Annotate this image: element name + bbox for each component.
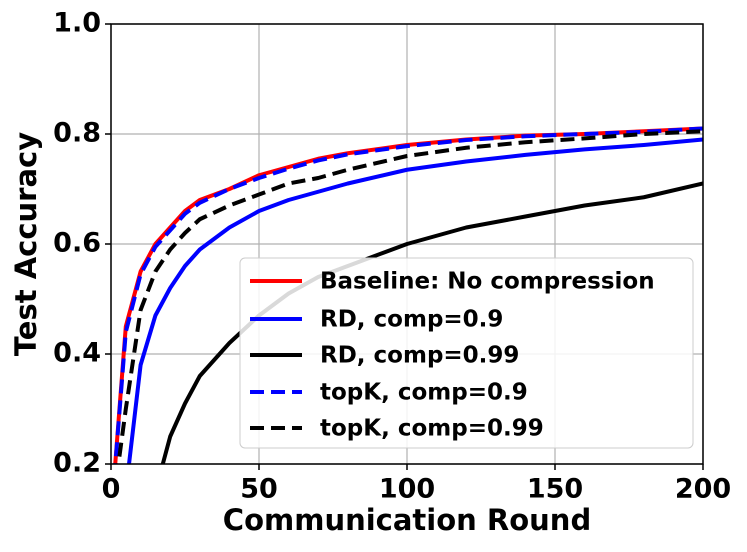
y-axis-label: Test Accuracy [9,132,43,356]
x-tick-label: 200 [675,474,731,505]
series-line [113,126,703,464]
y-tick-label: 0.2 [53,448,101,479]
x-tick-label: 0 [102,474,121,505]
legend-label: Baseline: No compression [320,269,655,295]
y-tick-label: 0.4 [53,338,101,369]
x-axis-label: Communication Round [223,503,591,537]
ticks: 0 50 100 150 200 0.2 0.4 0.6 0.8 1.0 [53,8,731,505]
y-tick-label: 0.6 [53,228,101,259]
y-tick-label: 1.0 [53,8,101,39]
series-line [116,129,703,464]
y-tick-label: 0.8 [53,118,101,149]
legend-label: topK, comp=0.99 [320,416,544,442]
legend-label: RD, comp=0.99 [320,343,519,369]
legend-box [239,257,694,449]
legend: Baseline: No compression RD, comp=0.9 RD, … [239,257,694,449]
series-line [127,137,703,464]
x-tick-label: 50 [240,474,278,505]
legend-label: RD, comp=0.9 [320,307,503,333]
legend-label: topK, comp=0.9 [320,380,528,406]
x-tick-label: 100 [379,474,435,505]
x-tick-label: 150 [527,474,583,505]
